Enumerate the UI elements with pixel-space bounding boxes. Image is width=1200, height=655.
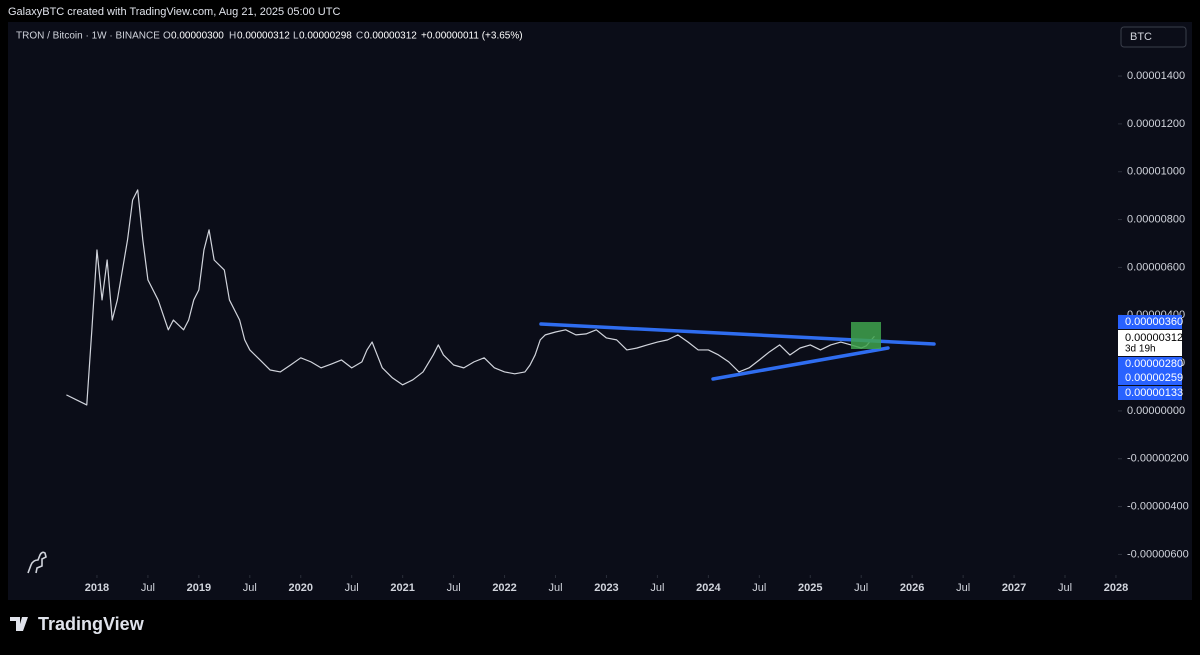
x-tick-label: 2025	[798, 582, 822, 594]
price-tag-text: 0.00000259	[1125, 372, 1183, 384]
x-tick-label: Jul	[548, 582, 562, 594]
open-label: O	[163, 31, 171, 42]
attribution: GalaxyBTC created with TradingView.com, …	[8, 6, 340, 18]
y-tick-label: 0.00001400	[1127, 70, 1185, 82]
currency-button[interactable]	[1120, 26, 1187, 48]
price-tag-text: 0.00000280	[1125, 358, 1183, 370]
x-tick-label: Jul	[1058, 582, 1072, 594]
price-tag-text: 0.00000360	[1125, 316, 1183, 328]
legend: TRON / Bitcoin · 1W · BINANCE O 0.000003…	[16, 31, 523, 42]
x-tick-label: Jul	[141, 582, 155, 594]
x-tick-label: 2023	[594, 582, 618, 594]
x-tick-label: Jul	[345, 582, 359, 594]
high-value: 0.00000312	[237, 31, 290, 42]
low-label: L	[293, 31, 299, 42]
x-tick-label: Jul	[956, 582, 970, 594]
high-label: H	[229, 31, 236, 42]
x-tick-label: 2021	[390, 582, 414, 594]
y-tick-label: 0.00000000	[1127, 405, 1185, 417]
open-value: 0.00000300	[171, 31, 224, 42]
close-value: 0.00000312	[364, 31, 417, 42]
y-tick-label: -0.00000400	[1127, 500, 1189, 512]
change: +0.00000011 (+3.65%)	[421, 31, 523, 42]
support-line	[711, 346, 890, 381]
x-tick-label: 2026	[900, 582, 924, 594]
y-tick-label: 0.00001200	[1127, 118, 1185, 130]
x-tick-label: Jul	[447, 582, 461, 594]
price-line	[66, 189, 875, 406]
x-tick-label: 2020	[289, 582, 313, 594]
currency-label: BTC	[1130, 31, 1152, 43]
y-tick-label: 0.00001000	[1127, 166, 1185, 178]
y-tick-label: -0.00000600	[1127, 548, 1189, 560]
price-tag-text: 0.00000312	[1125, 332, 1183, 344]
price-tag-text: 0.00000133	[1125, 387, 1183, 399]
x-tick-label: Jul	[752, 582, 766, 594]
y-tick-label: 0.00000800	[1127, 213, 1185, 225]
dino-icon	[27, 551, 47, 574]
last-price-tag	[1118, 330, 1182, 356]
x-tick-label: Jul	[243, 582, 257, 594]
price-tag	[1118, 386, 1182, 400]
close-label: C	[356, 31, 363, 42]
low-value: 0.00000298	[299, 31, 352, 42]
price-labels: 0.00000360 0.00000312 3d 19h 0.00000280 …	[1118, 315, 1183, 400]
symbol: TRON / Bitcoin · 1W · BINANCE	[16, 31, 160, 42]
x-tick-label: 2028	[1104, 582, 1128, 594]
x-tick-label: Jul	[650, 582, 664, 594]
countdown: 3d 19h	[1125, 344, 1156, 355]
price-tag	[1118, 357, 1182, 371]
x-tick-label: 2027	[1002, 582, 1026, 594]
x-tick-label: Jul	[854, 582, 868, 594]
y-tick-label: 0.00000600	[1127, 261, 1185, 273]
brand-name: TradingView	[38, 614, 145, 634]
price-tag	[1118, 315, 1182, 329]
brand[interactable]: TradingView	[10, 614, 145, 634]
y-tick-label: -0.00000200	[1127, 453, 1189, 465]
brand-logo	[10, 617, 28, 631]
highlight-box	[851, 322, 881, 349]
x-tick-label: 2022	[492, 582, 516, 594]
price-tag	[1118, 371, 1182, 385]
x-tick-label: 2024	[696, 582, 721, 594]
chart-pane	[8, 22, 1192, 600]
x-tick-label: 2019	[187, 582, 211, 594]
x-tick-label: 2018	[85, 582, 109, 594]
